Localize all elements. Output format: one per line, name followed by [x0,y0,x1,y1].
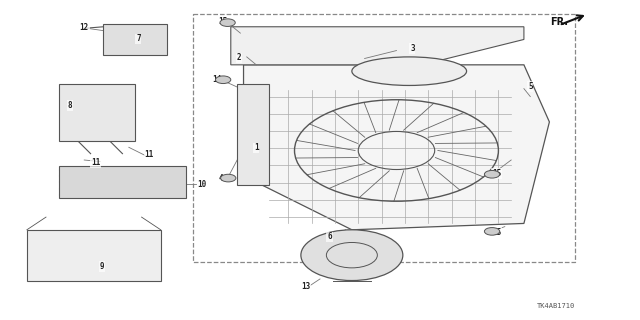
Text: 11: 11 [145,150,154,159]
Text: 10: 10 [198,180,207,189]
Text: 13: 13 [301,282,310,291]
Circle shape [216,76,231,84]
Circle shape [484,171,500,178]
Polygon shape [27,230,161,281]
Text: 2: 2 [237,53,241,62]
Text: 14: 14 [212,75,221,84]
Bar [103,24,167,55]
Circle shape [220,19,236,27]
Bar [59,84,135,141]
Polygon shape [231,27,524,65]
Text: 12: 12 [79,23,89,32]
Text: 15: 15 [218,17,228,26]
Text: 9: 9 [100,262,104,271]
Circle shape [301,230,403,281]
Text: 11: 11 [91,158,100,167]
Text: 15: 15 [492,169,501,178]
Text: 3: 3 [410,44,415,53]
Text: 1: 1 [254,143,259,152]
Text: 8: 8 [68,101,72,110]
Text: 4: 4 [218,174,223,183]
Text: TK4AB1710: TK4AB1710 [537,303,575,309]
Text: FR.: FR. [550,17,568,27]
Text: 7: 7 [136,34,141,43]
Text: 6: 6 [327,232,332,241]
Polygon shape [244,65,549,230]
Circle shape [484,228,500,235]
Circle shape [221,174,236,182]
Text: 15: 15 [492,228,501,237]
Bar [59,166,186,198]
Ellipse shape [352,57,467,85]
Text: 5: 5 [528,82,532,91]
Bar [237,84,269,185]
